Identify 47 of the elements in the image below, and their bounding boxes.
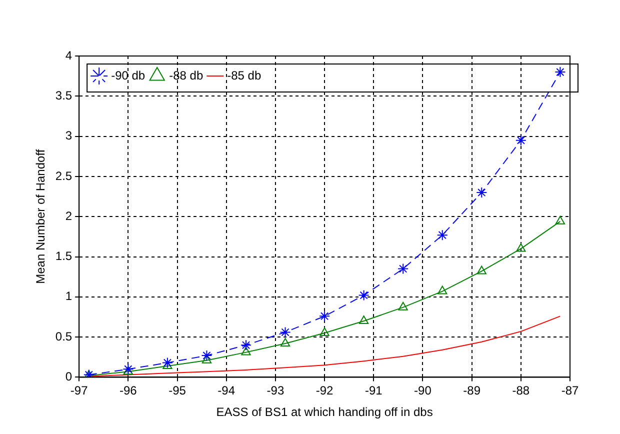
x-tick-label: -89 — [463, 384, 481, 398]
point — [240, 340, 252, 351]
x-tick-label: -88 — [512, 384, 530, 398]
x-tick-label: -97 — [70, 384, 88, 398]
point — [515, 134, 526, 146]
point — [516, 243, 526, 252]
point — [280, 338, 290, 346]
point — [438, 286, 448, 294]
y-tick-label: 2.5 — [55, 168, 72, 183]
point — [476, 187, 488, 198]
point — [123, 366, 134, 375]
x-tick-label: -91 — [364, 384, 383, 398]
y-tick-label: 0 — [65, 370, 72, 384]
x-tick-label: -95 — [168, 384, 186, 398]
y-tick-label: 2 — [65, 208, 72, 223]
point — [162, 360, 172, 369]
point — [280, 326, 291, 338]
y-tick-label: 4 — [65, 48, 72, 62]
x-tick-label: -87 — [561, 384, 579, 398]
x-tick-label: -96 — [120, 384, 138, 398]
x-tick-label: -90 — [414, 384, 432, 398]
legend-label: -88 db — [169, 68, 204, 82]
y-tick-label: 1.5 — [55, 249, 72, 264]
point — [162, 357, 173, 368]
point — [398, 302, 408, 310]
point — [398, 263, 409, 274]
x-axis-title: EASS of BS1 at which handing off in dbs — [216, 405, 433, 420]
y-tick-label: 0.5 — [55, 329, 72, 344]
point — [476, 266, 486, 274]
y-tick-label: 3.5 — [55, 88, 72, 102]
y-tick-label: 1 — [65, 289, 72, 304]
x-tick-label: -92 — [316, 384, 334, 398]
y-axis-title: Mean Number of Handoff — [34, 148, 48, 284]
point — [358, 315, 369, 324]
point — [436, 230, 448, 241]
point — [358, 290, 370, 301]
point — [241, 346, 251, 356]
point — [555, 216, 566, 224]
point — [319, 310, 330, 322]
point — [201, 350, 212, 362]
legend-label: -85 db — [227, 68, 262, 82]
x-tick-label: -93 — [266, 384, 284, 398]
point — [320, 328, 330, 336]
x-tick-label: -94 — [218, 384, 236, 398]
point — [554, 66, 566, 78]
legend-label: -90 db — [111, 68, 146, 82]
y-tick-label: 3 — [65, 128, 72, 143]
